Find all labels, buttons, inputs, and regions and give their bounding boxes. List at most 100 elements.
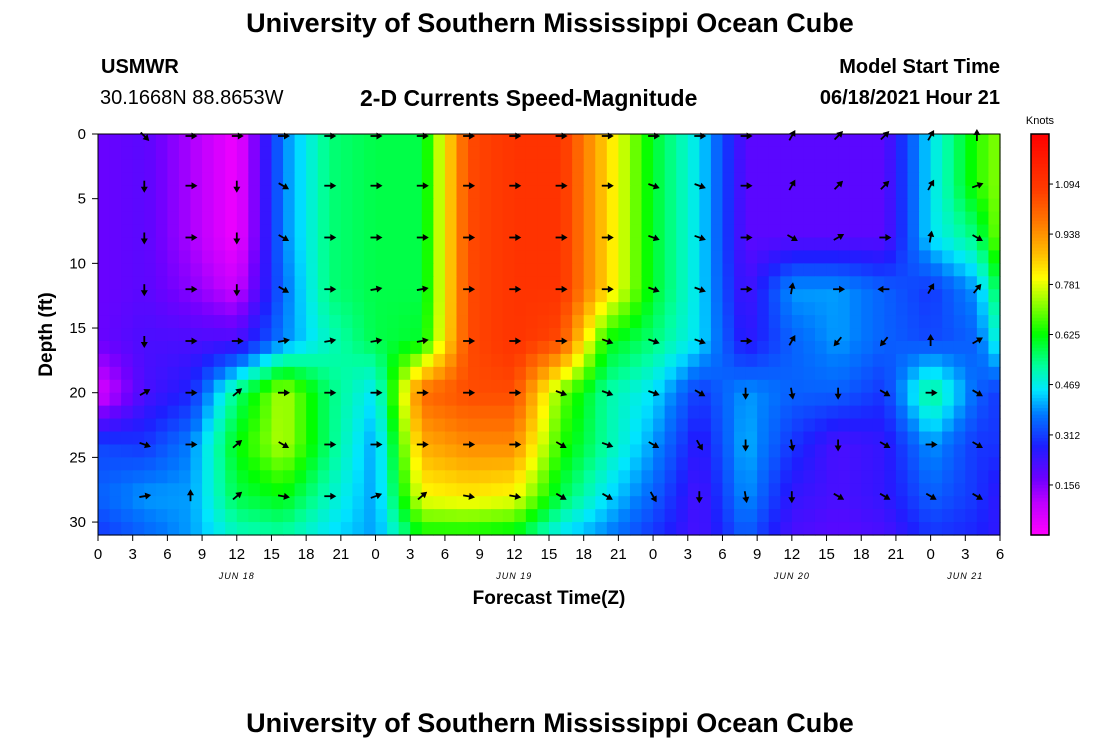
heatmap-cell xyxy=(294,522,307,536)
heatmap-cell xyxy=(641,444,654,458)
heatmap-cell xyxy=(259,483,273,497)
current-vector-arrow xyxy=(787,234,798,242)
heatmap-cell xyxy=(213,444,226,458)
heatmap-cell xyxy=(676,483,689,497)
heatmap-cell xyxy=(444,263,458,277)
heatmap-cell xyxy=(514,328,527,342)
heatmap-cell xyxy=(687,522,700,536)
heatmap-cell xyxy=(907,470,920,484)
heatmap-cell xyxy=(178,211,192,226)
heatmap-cell xyxy=(549,522,562,536)
heatmap-cell xyxy=(791,431,805,446)
heatmap-cell xyxy=(213,392,226,407)
heatmap-cell xyxy=(363,379,377,394)
heatmap-cell xyxy=(895,405,909,420)
heatmap-cell xyxy=(479,263,492,277)
heatmap-cell xyxy=(537,457,550,471)
heatmap-cell xyxy=(814,379,828,394)
heatmap-cell xyxy=(456,392,469,407)
heatmap-cell xyxy=(560,509,573,523)
heatmap-cell xyxy=(942,328,955,342)
heatmap-cell xyxy=(456,315,469,329)
heatmap-cell xyxy=(595,392,608,407)
heatmap-cell xyxy=(202,366,215,381)
heatmap-cell xyxy=(190,289,203,303)
heatmap-cell xyxy=(641,405,654,420)
heatmap-cell xyxy=(791,198,805,213)
heatmap-cell xyxy=(583,379,596,394)
heatmap-cell xyxy=(236,328,249,342)
heatmap-cell xyxy=(618,353,631,368)
heatmap-cell xyxy=(572,379,585,394)
heatmap-cell xyxy=(988,276,1001,290)
heatmap-cell xyxy=(433,470,446,484)
heatmap-cell xyxy=(329,444,342,458)
heatmap-cell xyxy=(155,379,168,394)
heatmap-cell xyxy=(988,470,1001,484)
heatmap-cell xyxy=(734,353,747,368)
heatmap-cell xyxy=(676,444,689,458)
heatmap-cell xyxy=(838,211,851,226)
heatmap-cell xyxy=(340,366,354,381)
heatmap-cell xyxy=(583,250,596,264)
heatmap-cell xyxy=(549,159,562,174)
heatmap-cell xyxy=(456,431,469,446)
heatmap-cell xyxy=(676,366,689,381)
heatmap-cell xyxy=(757,211,770,226)
heatmap-cell xyxy=(907,237,920,252)
heatmap-cell xyxy=(468,302,481,316)
heatmap-cell xyxy=(699,340,712,355)
current-vector-arrow xyxy=(370,182,383,190)
heatmap-cell xyxy=(814,509,828,523)
heatmap-cell xyxy=(456,276,469,290)
heatmap-cell xyxy=(375,263,388,277)
heatmap-cell xyxy=(814,198,828,213)
heatmap-cell xyxy=(294,172,307,187)
heatmap-cell xyxy=(884,379,897,394)
heatmap-cell xyxy=(803,392,816,407)
colorbar-swatch xyxy=(1031,187,1049,192)
current-vector-arrow xyxy=(555,285,568,293)
heatmap-cell xyxy=(595,496,608,510)
heatmap-cell xyxy=(791,159,805,174)
heatmap-cell xyxy=(121,237,134,252)
heatmap-cell xyxy=(710,431,724,446)
model-start-label: Model Start Time xyxy=(839,56,1000,78)
heatmap-cell xyxy=(861,418,874,433)
heatmap-cell xyxy=(525,366,539,381)
heatmap-cell xyxy=(410,198,423,213)
heatmap-cell xyxy=(872,159,885,174)
heatmap-cell xyxy=(965,353,978,368)
heatmap-cell xyxy=(294,315,307,329)
heatmap-cell xyxy=(433,302,446,316)
heatmap-cell xyxy=(225,457,238,471)
heatmap-cell xyxy=(734,289,747,303)
heatmap-cell xyxy=(190,470,203,484)
heatmap-cell xyxy=(329,522,342,536)
heatmap-cell xyxy=(861,353,874,368)
heatmap-cell xyxy=(537,276,550,290)
heatmap-cell xyxy=(687,315,700,329)
current-vector-arrow xyxy=(140,180,148,193)
current-vector-arrow xyxy=(277,337,290,345)
heatmap-cell xyxy=(734,211,747,226)
heatmap-cell xyxy=(178,379,192,394)
heatmap-cell xyxy=(745,315,758,329)
heatmap-cell xyxy=(456,250,469,264)
heatmap-cell xyxy=(942,224,955,239)
heatmap-cell xyxy=(225,237,238,252)
current-vector-arrow xyxy=(278,389,290,397)
heatmap-cell xyxy=(653,353,666,368)
heatmap-cell xyxy=(444,340,458,355)
heatmap-cell xyxy=(849,134,862,148)
heatmap-cell xyxy=(167,237,180,252)
heatmap-cell xyxy=(699,237,712,252)
heatmap-cell xyxy=(259,496,273,510)
heatmap-cell xyxy=(722,315,735,329)
heatmap-cell xyxy=(791,289,805,303)
colorbar-swatch xyxy=(1031,291,1049,295)
heatmap-cell xyxy=(202,237,215,252)
heatmap-cell xyxy=(421,444,434,458)
heatmap-cell xyxy=(352,172,365,187)
heatmap-cell xyxy=(144,276,157,290)
